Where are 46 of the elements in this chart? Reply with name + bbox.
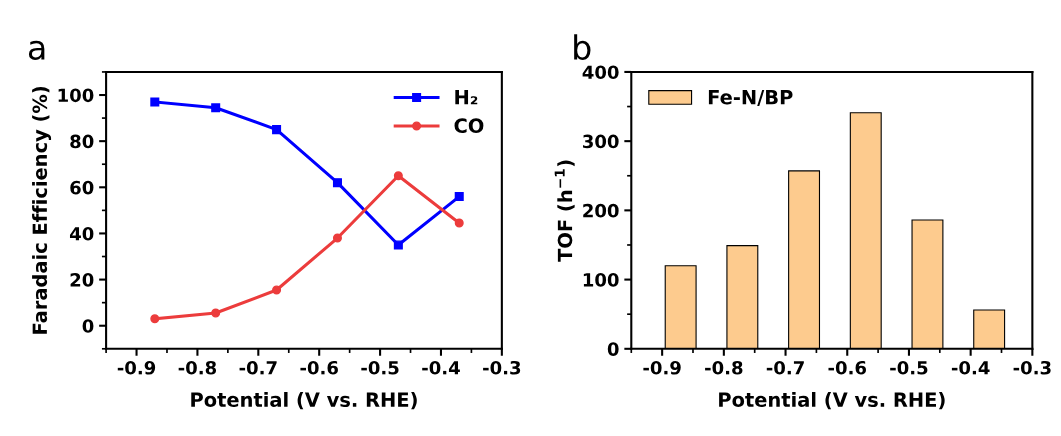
point: [332, 233, 342, 243]
legend-label: Fe-N/BP: [708, 90, 793, 107]
point: [332, 178, 342, 188]
x-tick-label: -0.5: [890, 360, 928, 375]
x-tick-label: -0.4: [951, 360, 990, 375]
point: [272, 285, 282, 295]
y-axis-title: TOF (h$^{−1}$): [554, 160, 575, 262]
legend-label: H₂: [455, 90, 478, 105]
point: [454, 192, 464, 202]
y-tick-label: 80: [70, 134, 94, 149]
y-axis-title: Faradaic Efficiency (%): [32, 86, 52, 334]
y-tick-label: 60: [70, 180, 94, 195]
x-tick-label: -0.7: [766, 360, 804, 375]
text: b: [574, 34, 591, 60]
x-tick-label: -0.6: [300, 360, 338, 375]
legend-label: CO: [454, 118, 484, 134]
y-tick-label: 0: [607, 342, 619, 356]
x-tick-label: -0.3: [1013, 360, 1051, 375]
point: [454, 218, 464, 228]
point: [393, 171, 403, 181]
y-tick-label: 100: [58, 88, 94, 103]
text: a: [28, 40, 45, 60]
y-tick-label: 100: [583, 273, 619, 287]
y-tick-label: 40: [69, 226, 94, 241]
point: [272, 125, 282, 135]
x-tick-label: -0.5: [361, 360, 399, 375]
point: [150, 314, 160, 324]
y-tick-label: 200: [583, 203, 619, 218]
x-tick-label: -0.8: [178, 360, 217, 375]
y-tick-label: 20: [70, 273, 94, 287]
point: [211, 103, 221, 113]
x-tick-label: -0.3: [483, 360, 521, 375]
x-axis-title: Potential (V vs. RHE): [719, 391, 945, 410]
x-tick-label: -0.4: [422, 360, 460, 375]
x-tick-label: -0.9: [643, 360, 681, 375]
x-tick-label: -0.6: [828, 360, 867, 375]
point: [393, 240, 403, 250]
y-tick-label: 400: [582, 65, 619, 80]
x-axis-title: Potential (V vs. RHE): [191, 391, 417, 410]
point: [150, 97, 160, 107]
x-tick-label: -0.8: [705, 360, 743, 375]
x-tick-label: -0.9: [117, 360, 156, 375]
y-tick-label: 300: [583, 134, 619, 149]
x-tick-label: -0.7: [239, 360, 277, 375]
y-tick-label: 0: [82, 319, 94, 333]
point: [211, 308, 221, 318]
